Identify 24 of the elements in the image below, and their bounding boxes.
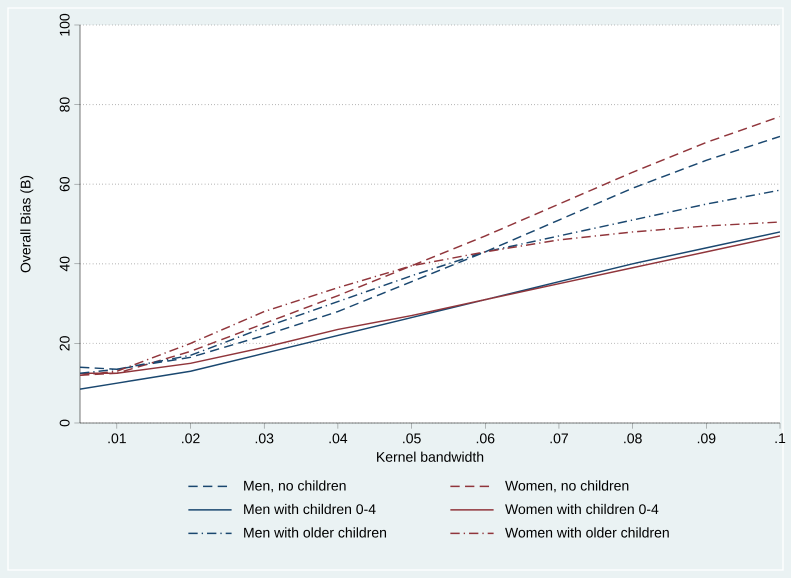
y-tick-label: 0 xyxy=(60,420,70,426)
legend-label: Women with older children xyxy=(505,527,669,538)
x-tick-label: .04 xyxy=(329,433,348,444)
x-tick-label: .08 xyxy=(624,433,642,444)
legend-label: Men, no children xyxy=(244,480,346,492)
x-tick-label: .07 xyxy=(550,433,568,444)
legend-label: Women with children 0-4 xyxy=(505,504,658,514)
y-tick-label: 40 xyxy=(60,256,70,272)
x-tick-label: .09 xyxy=(698,433,716,444)
x-tick-label: .01 xyxy=(108,433,126,444)
y-tick-label: 80 xyxy=(60,97,70,112)
legend-label: Men with children 0-4 xyxy=(244,504,376,514)
y-axis-title: Overall Bias (B) xyxy=(20,176,34,272)
x-tick-label: .02 xyxy=(182,433,200,444)
x-axis-title: Kernel bandwidth xyxy=(377,452,484,462)
x-tick-label: .05 xyxy=(403,433,421,444)
y-tick-label: 20 xyxy=(60,336,70,350)
x-tick-label: .1 xyxy=(775,433,786,444)
legend-label: Men with older children xyxy=(244,527,386,538)
y-tick-label: 60 xyxy=(60,176,70,192)
legend-label: Women, no children xyxy=(505,480,628,492)
x-tick-label: .03 xyxy=(256,433,274,444)
x-tick-label: .06 xyxy=(476,433,494,444)
y-tick-label: 100 xyxy=(60,14,70,36)
